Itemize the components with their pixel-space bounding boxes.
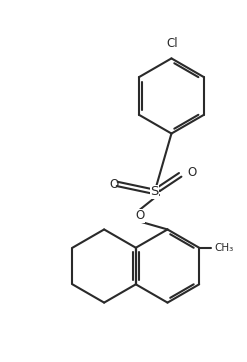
Text: O: O bbox=[187, 165, 197, 178]
Text: O: O bbox=[109, 178, 119, 191]
Text: O: O bbox=[135, 209, 144, 222]
Text: S: S bbox=[150, 185, 159, 198]
Text: CH₃: CH₃ bbox=[214, 243, 233, 253]
Text: Cl: Cl bbox=[167, 38, 178, 50]
